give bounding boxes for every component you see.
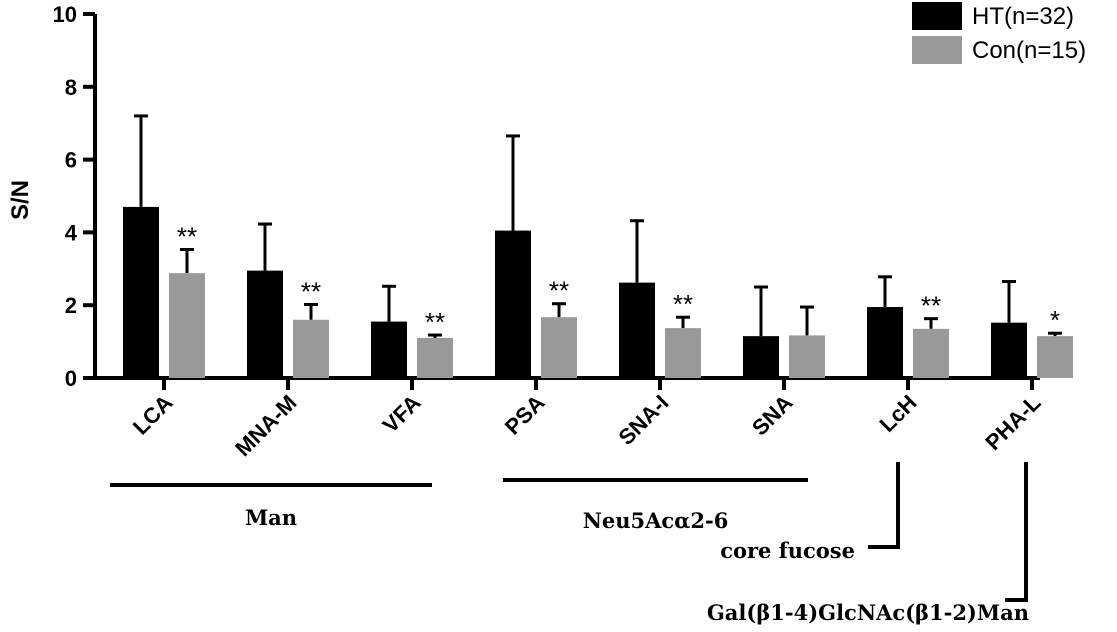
bar-series: ******** ** ** *	[123, 114, 1073, 378]
bar-con	[541, 317, 577, 378]
x-tick-label: MNA-M	[230, 390, 301, 461]
significance-marker: **	[673, 289, 693, 319]
legend-label: Con(n=15)	[972, 37, 1086, 64]
group-label: Neu5Acα2-6	[583, 508, 729, 533]
bar-ht	[495, 230, 531, 378]
x-tick-label: PSA	[500, 390, 550, 440]
y-tick-label: 4	[65, 220, 78, 245]
significance-marker: **	[177, 222, 197, 252]
legend: HT(n=32) Con(n=15)	[912, 2, 1086, 64]
x-tick-label: SNA-I	[614, 390, 674, 450]
bar-ht	[991, 322, 1027, 378]
group-label: Gal(β1-4)GlcNAc(β1-2)Man	[707, 600, 1029, 625]
bar-con	[417, 337, 453, 378]
significance-marker: **	[425, 307, 445, 337]
bar-con	[789, 335, 825, 378]
significance-marker: **	[301, 276, 321, 306]
x-tick-label: VFA	[378, 390, 426, 438]
group-label: core fucose	[720, 538, 855, 563]
y-tick-label: 8	[65, 75, 77, 100]
bar-ht	[247, 270, 283, 378]
legend-swatch	[912, 2, 962, 30]
axes: 0 2 4 6 8 10 LCA MNA-M VFA PSA SNA-I SNA LcH PHA-L	[53, 2, 1046, 461]
bar-con	[1037, 336, 1073, 378]
bar-ht	[743, 336, 779, 378]
x-tick-label: SNA	[747, 390, 798, 441]
y-tick-label: 0	[65, 366, 77, 391]
y-tick-label: 10	[53, 2, 77, 27]
group-label: Man	[245, 505, 297, 530]
significance-marker: **	[921, 291, 941, 321]
bar-ht	[619, 282, 655, 378]
y-tick-label: 6	[65, 148, 77, 173]
legend-label: HT(n=32)	[972, 3, 1074, 30]
bar-con	[169, 273, 205, 378]
x-tick-label: LcH	[874, 390, 921, 437]
bar-ht	[123, 206, 159, 378]
bar-con	[293, 319, 329, 378]
group-brackets: Man Neu5Acα2-6 core fucose Gal(β1-4)GlcNAc(…	[110, 462, 1029, 625]
significance-marker: *	[1050, 305, 1060, 335]
y-tick-label: 2	[65, 293, 77, 318]
legend-swatch	[912, 36, 962, 64]
bar-con	[665, 328, 701, 378]
group-bracket-gal	[1005, 462, 1028, 602]
bar-ht	[371, 321, 407, 378]
bar-ht	[867, 307, 903, 378]
x-tick-label: LCA	[128, 390, 178, 440]
bar-con	[913, 328, 949, 378]
x-tick-label: PHA-L	[980, 390, 1045, 455]
y-axis-label: S/N	[7, 180, 34, 220]
significance-marker: **	[549, 276, 569, 306]
group-bracket-core-fucose	[868, 462, 900, 549]
